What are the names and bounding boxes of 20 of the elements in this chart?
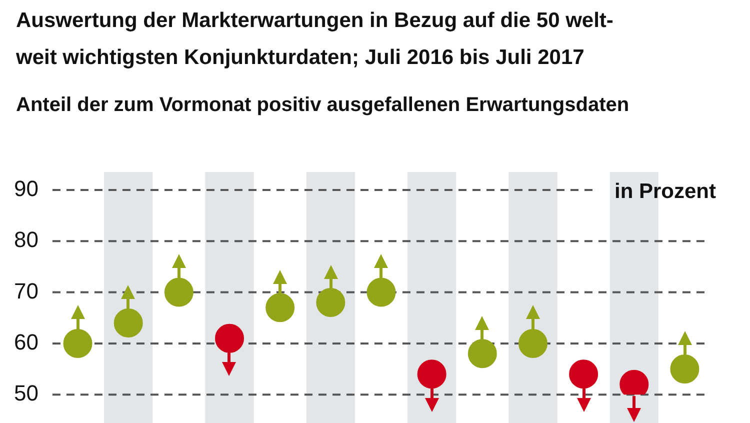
point <box>670 354 700 384</box>
point <box>215 324 244 353</box>
chart-title: Auswertung der Markterwartungen in Bezug auf die 50 welt- weit wichtigsten Konjunkturdaten; Juli 2016 bis Juli 2017 <box>16 8 614 71</box>
point <box>468 339 497 368</box>
point <box>569 360 598 389</box>
point <box>266 293 295 322</box>
y-tick-label: 90 <box>14 176 38 202</box>
point <box>114 308 143 338</box>
y-tick-label: 50 <box>14 380 38 406</box>
point <box>518 328 548 358</box>
annotation: in Prozent <box>614 180 716 203</box>
y-tick-label: 60 <box>14 330 38 355</box>
y-tick-label: 70 <box>14 278 38 304</box>
point <box>63 328 92 358</box>
point <box>316 288 346 318</box>
point <box>417 360 446 389</box>
point <box>366 278 396 307</box>
chart-subtitle: Anteil der zum Vormonat positiv ausgefallenen Erwartungsdaten <box>16 94 630 117</box>
y-tick-label: 80 <box>14 227 38 252</box>
point <box>164 278 194 307</box>
